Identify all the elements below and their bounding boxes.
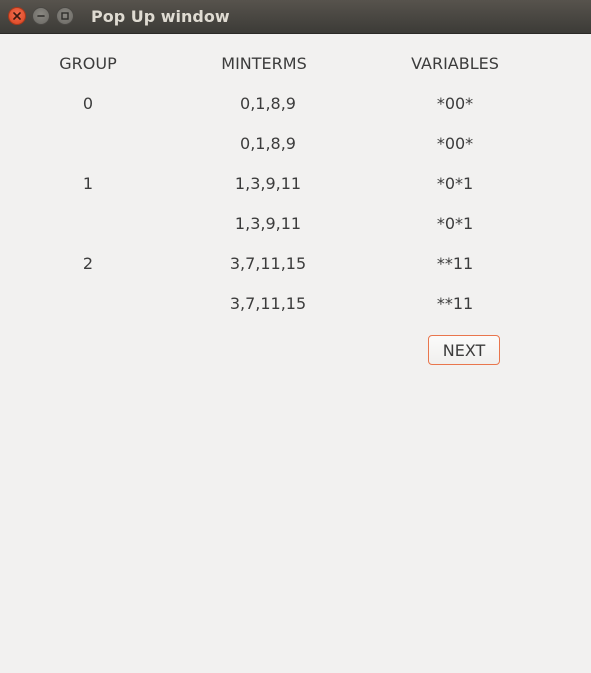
row-group-cell: 2 (82, 254, 94, 273)
header-group: GROUP (59, 54, 117, 73)
row-variables-cell: *0*1 (436, 174, 474, 193)
row-minterms-cell: 1,3,9,11 (234, 214, 302, 233)
header-minterms: MINTERMS (221, 54, 307, 73)
next-button[interactable]: NEXT (428, 335, 500, 365)
row-variables-cell: **11 (436, 254, 474, 273)
row-variables-cell: *0*1 (436, 214, 474, 233)
row-minterms-cell: 3,7,11,15 (229, 254, 307, 273)
row-group-cell: 0 (82, 94, 94, 113)
minimize-window-button[interactable] (32, 7, 50, 25)
window-title: Pop Up window (91, 7, 230, 26)
row-variables-cell: **11 (436, 294, 474, 313)
maximize-icon (61, 12, 69, 20)
header-variables: VARIABLES (411, 54, 499, 73)
maximize-window-button[interactable] (56, 7, 74, 25)
close-window-button[interactable] (8, 7, 26, 25)
close-icon (13, 12, 21, 20)
row-minterms-cell: 3,7,11,15 (229, 294, 307, 313)
row-group-cell: 1 (82, 174, 94, 193)
row-minterms-cell: 1,3,9,11 (234, 174, 302, 193)
title-bar[interactable]: Pop Up window (0, 0, 591, 34)
minimize-icon (37, 15, 45, 17)
row-variables-cell: *00* (436, 134, 474, 153)
window-content: GROUP MINTERMS VARIABLES 0 0,1,8,9 *00* … (0, 34, 591, 673)
row-variables-cell: *00* (436, 94, 474, 113)
row-minterms-cell: 0,1,8,9 (240, 134, 296, 153)
row-minterms-cell: 0,1,8,9 (240, 94, 296, 113)
